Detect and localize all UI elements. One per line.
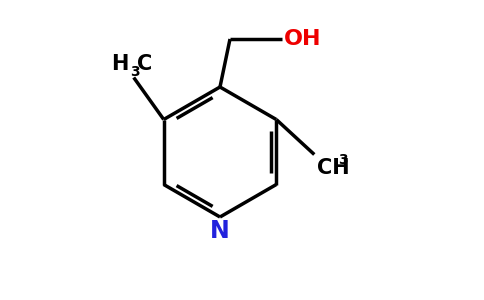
Text: 3: 3 — [130, 65, 139, 80]
Text: 3: 3 — [338, 152, 348, 167]
Text: OH: OH — [284, 29, 321, 49]
Text: CH: CH — [318, 158, 350, 178]
Text: C: C — [136, 53, 152, 74]
Text: N: N — [210, 219, 230, 243]
Text: H: H — [111, 53, 129, 74]
